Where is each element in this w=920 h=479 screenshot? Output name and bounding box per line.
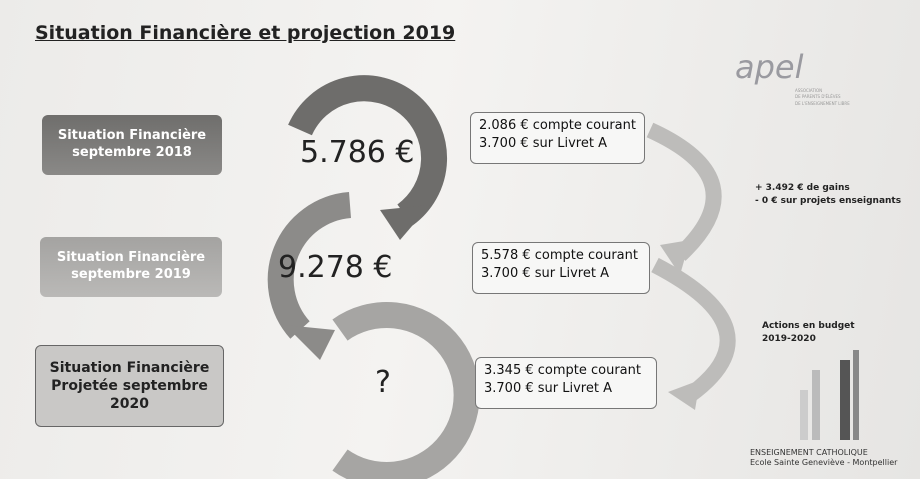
- bar: [812, 370, 820, 440]
- detail-line: 3.345 € compte courant: [484, 363, 641, 378]
- bar: [800, 390, 808, 440]
- row-details: 5.578 € compte courant 3.700 € sur Livret…: [472, 242, 650, 294]
- title: Situation Financière et projection 2019: [35, 22, 456, 44]
- budget-note: Actions en budget 2019-2020: [762, 320, 855, 345]
- side-arrows: [646, 122, 736, 402]
- arrowhead: [668, 380, 700, 410]
- detail-line: 2.086 € compte courant: [479, 118, 636, 133]
- label-line: septembre 2018: [72, 145, 192, 160]
- label-line: Projetée septembre: [51, 377, 208, 394]
- logo-line: DE L'ENSEIGNEMENT LIBRE: [795, 100, 850, 106]
- note-line: 2019-2020: [762, 333, 816, 344]
- logo: apel: [735, 48, 804, 86]
- cycle-arrows: [267, 75, 480, 479]
- arc: [267, 192, 352, 339]
- row-details: 3.345 € compte courant 3.700 € sur Livret…: [475, 357, 657, 409]
- logo-text: ASSOCIATION DE PARENTS D'ÉLÈVES DE L'ENSEI…: [795, 88, 850, 107]
- logo-line: ASSOCIATION: [795, 88, 823, 93]
- arrowhead: [285, 325, 335, 360]
- row-label: Situation Financière septembre 2018: [42, 115, 222, 175]
- note-line: - 0 € sur projets enseignants: [755, 195, 902, 206]
- label-line: 2020: [110, 396, 149, 413]
- arrow: [646, 122, 722, 261]
- label-line: Situation Financière: [57, 128, 207, 144]
- arc: [288, 75, 447, 226]
- arc: [332, 302, 480, 479]
- gains-note: + 3.492 € de gains - 0 € sur projets ense…: [755, 182, 901, 207]
- bar: [840, 360, 850, 440]
- logo-line: DE PARENTS D'ÉLÈVES: [795, 94, 841, 100]
- row-amount: ?: [375, 365, 391, 400]
- detail-line: 5.578 € compte courant: [481, 248, 638, 263]
- arrow: [651, 257, 736, 402]
- note-line: Actions en budget: [762, 321, 855, 331]
- detail-line: 3.700 € sur Livret A: [479, 135, 607, 151]
- footer-line: Ecole Sainte Geneviève - Montpellier: [750, 458, 898, 468]
- footer-logo: [800, 350, 859, 440]
- row-label: Situation Financière septembre 2019: [40, 237, 222, 297]
- row-amount: 5.786 €: [300, 135, 415, 170]
- label-line: septembre 2019: [71, 267, 191, 282]
- bar: [853, 350, 859, 440]
- detail-line: 3.700 € sur Livret A: [481, 265, 609, 281]
- footer-line: ENSEIGNEMENT CATHOLIQUE: [750, 448, 868, 457]
- row-label: Situation Financière Projetée septembre 20…: [35, 345, 224, 427]
- arrowhead: [380, 205, 430, 240]
- note-line: + 3.492 € de gains: [755, 183, 850, 193]
- label-line: Situation Financière: [56, 250, 206, 266]
- row-details: 2.086 € compte courant 3.700 € sur Livret…: [470, 112, 645, 164]
- row-amount: 9.278 €: [278, 250, 393, 285]
- footer: ENSEIGNEMENT CATHOLIQUE Ecole Sainte Gene…: [750, 448, 897, 469]
- detail-line: 3.700 € sur Livret A: [484, 380, 612, 396]
- arrowhead: [660, 240, 690, 275]
- label-line: Situation Financière: [49, 359, 210, 376]
